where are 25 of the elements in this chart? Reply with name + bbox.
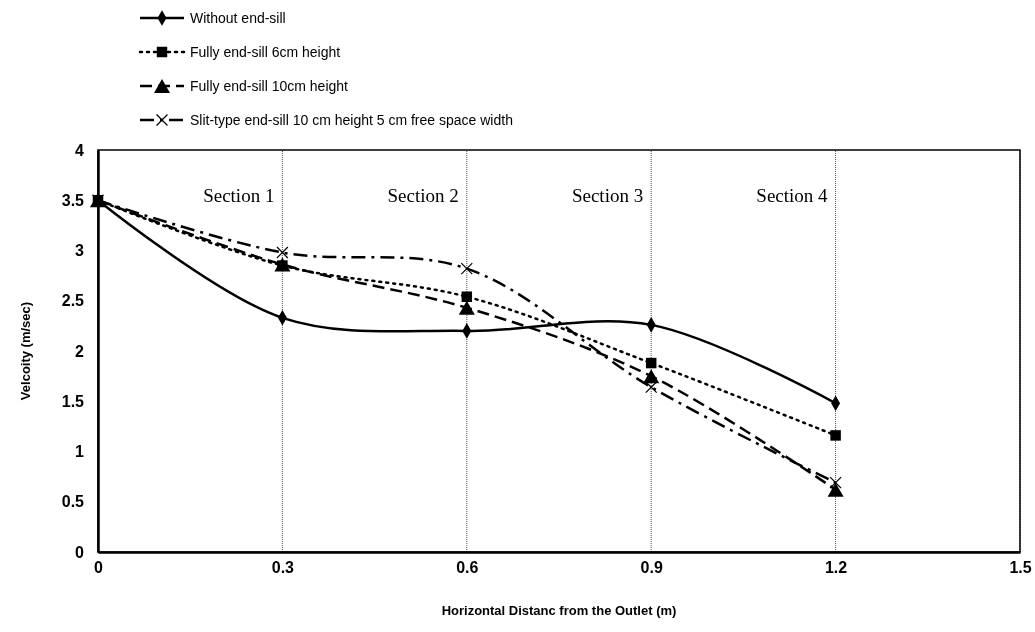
x-tick-label: 0.6: [456, 559, 479, 577]
y-tick-label: 4: [75, 141, 85, 159]
y-tick-label: 3: [75, 242, 85, 260]
x-tick-label: 1.5: [1009, 559, 1032, 577]
legend-label: Without end-sill: [190, 10, 286, 26]
y-tick-label: 0.5: [61, 493, 85, 511]
y-tick-label: 1: [75, 443, 85, 461]
x-tick-label: 0: [94, 559, 104, 577]
y-tick-label: 2.5: [61, 292, 85, 310]
y-tick-label: 3.5: [61, 191, 85, 209]
annotation: Section 3: [571, 185, 644, 206]
y-tick-label: 0: [75, 543, 85, 561]
x-axis-title: Horizontal Distanc from the Outlet (m): [441, 603, 677, 618]
x-tick-label: 0.9: [640, 559, 663, 577]
annotation: Section 1: [203, 185, 275, 206]
x-tick-label: 0.3: [271, 559, 295, 577]
legend-label: Fully end-sill 6cm height: [190, 44, 341, 60]
y-tick-label: 1.5: [61, 392, 85, 410]
y-axis-title: Velcoity (m/sec): [18, 301, 33, 401]
x-tick-label: 1.2: [824, 559, 848, 577]
legend-label: Fully end-sill 10cm height: [190, 78, 349, 94]
annotation: Section 4: [756, 185, 829, 206]
annotation: Section 2: [387, 185, 459, 206]
legend-label: Slit-type end-sill 10 cm height 5 cm free space width: [190, 112, 513, 128]
y-tick-label: 2: [75, 342, 85, 360]
